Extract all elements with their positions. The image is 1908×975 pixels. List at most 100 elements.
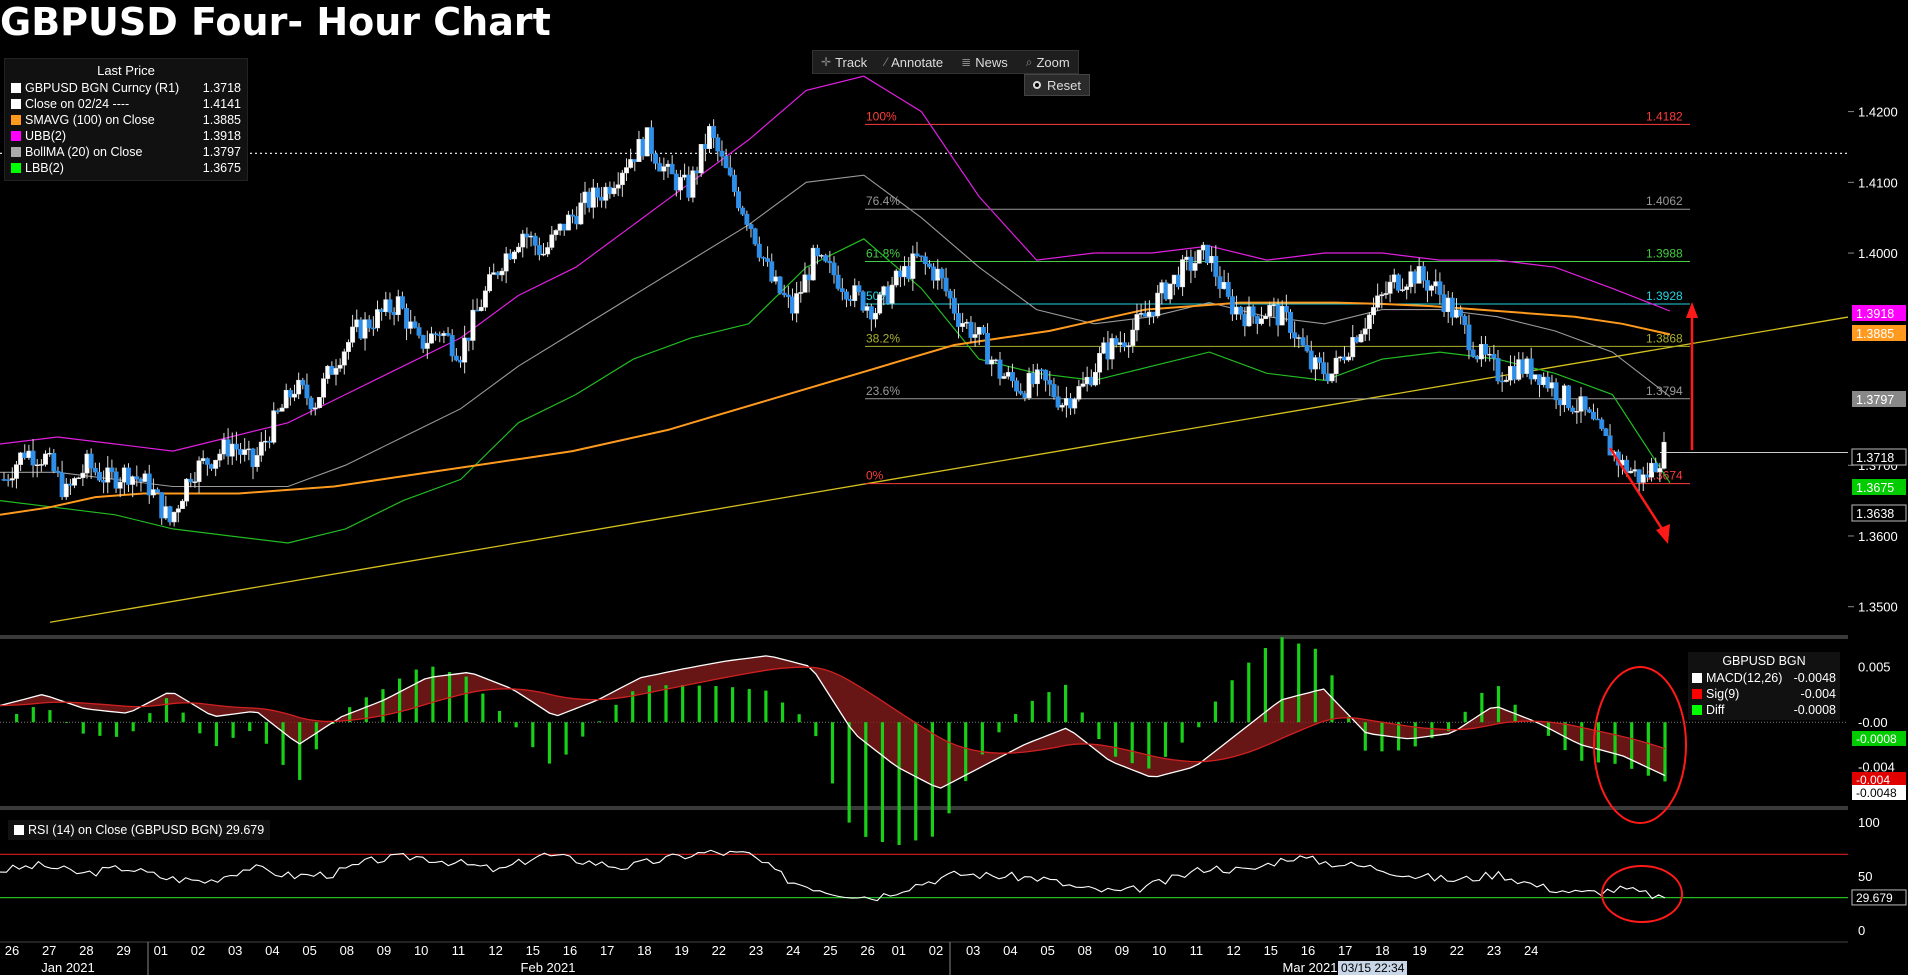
- candle-body: [893, 270, 899, 286]
- candle-body: [1300, 337, 1306, 346]
- macd-legend-name: Diff: [1706, 703, 1725, 717]
- fib-value: 1.3988: [1646, 247, 1683, 261]
- candle-body: [1408, 271, 1414, 288]
- candle-body: [462, 337, 468, 363]
- candle-body: [520, 233, 526, 248]
- bollma-line: [0, 174, 1671, 488]
- candle-body: [989, 359, 995, 365]
- candle-body: [1317, 357, 1322, 363]
- main-panel-bg: [0, 55, 1848, 635]
- candle-body: [43, 453, 48, 465]
- zoom-button[interactable]: ⌕ Zoom: [1018, 51, 1078, 73]
- macd-histogram-bar: [1613, 722, 1617, 764]
- price-tag-label: 1.3885: [1856, 327, 1894, 341]
- ubb-line: [0, 75, 1671, 452]
- macd-histogram-bar: [214, 722, 219, 747]
- candle-body: [914, 253, 920, 256]
- candle-body: [599, 196, 605, 201]
- x-tick-label: 25: [823, 943, 837, 958]
- x-tick-label: 05: [302, 943, 316, 958]
- x-tick-label: 08: [1078, 943, 1092, 958]
- candle-body: [491, 272, 497, 275]
- macd-histogram-bar: [1596, 722, 1600, 763]
- candle-body: [1225, 282, 1231, 297]
- candle-body: [395, 296, 401, 315]
- reset-button[interactable]: Reset: [1024, 74, 1090, 96]
- macd-histogram-bar: [198, 722, 202, 734]
- news-label: News: [975, 54, 1008, 70]
- macd-histogram-bar: [1213, 701, 1218, 723]
- candle-body: [1209, 256, 1215, 264]
- candle-body: [184, 478, 190, 502]
- candle-body: [864, 306, 870, 311]
- candle-body: [1454, 309, 1459, 318]
- candle-body: [1512, 366, 1518, 380]
- candle-body: [1263, 315, 1269, 320]
- candle-body: [868, 306, 874, 320]
- candle-body: [578, 202, 584, 225]
- macd-histogram-bar: [431, 666, 435, 723]
- candle-body: [536, 245, 542, 256]
- candle-body: [30, 450, 36, 466]
- candle-body: [34, 464, 40, 466]
- macd-histogram-bar: [164, 698, 169, 723]
- macd-histogram-bar: [814, 722, 818, 737]
- candle-body: [55, 470, 61, 473]
- candle-body: [1001, 376, 1007, 379]
- candle-body: [296, 379, 302, 395]
- candle-body: [814, 247, 820, 257]
- candle-body: [437, 334, 443, 336]
- macd-histogram-bar: [1630, 722, 1634, 769]
- candle-body: [391, 312, 397, 315]
- candle-body: [1520, 359, 1526, 374]
- candle-body: [736, 191, 741, 209]
- macd-histogram-bar: [231, 722, 235, 738]
- candle-body: [1113, 338, 1119, 345]
- macd-histogram-bar: [1163, 722, 1168, 757]
- annotate-button[interactable]: ⁄ Annotate: [877, 51, 951, 73]
- macd-histogram-bar: [1480, 692, 1484, 723]
- candle-body: [1101, 342, 1107, 354]
- y-tick-label: 1.4200: [1858, 105, 1898, 120]
- candle-body: [1404, 286, 1410, 290]
- x-tick-label: 08: [340, 943, 354, 958]
- macd-histogram-bar: [1646, 722, 1650, 776]
- candle-body: [595, 187, 600, 198]
- candle-body: [1379, 294, 1385, 297]
- candle-body: [806, 274, 812, 281]
- x-tick-label: 17: [600, 943, 614, 958]
- sma100-line: [0, 301, 1671, 516]
- macd-histogram-bar: [481, 693, 485, 723]
- trendline: [49, 316, 1849, 623]
- candle-body: [180, 500, 185, 509]
- candle-body: [1043, 369, 1049, 381]
- candle-body: [1159, 282, 1165, 294]
- macd-legend-name: Sig(9): [1706, 687, 1740, 701]
- candle-body: [1163, 282, 1169, 300]
- x-tick-label: 16: [563, 943, 577, 958]
- legend-swatch: [11, 99, 21, 109]
- candle-body: [773, 276, 779, 282]
- candle-body: [756, 243, 762, 258]
- macd-histogram-bar: [65, 722, 69, 723]
- x-tick-label: 19: [674, 943, 688, 958]
- x-tick-label: 22: [1450, 943, 1464, 958]
- candle-body: [1366, 314, 1372, 329]
- candle-body: [1059, 405, 1065, 408]
- macd-histogram-bar: [181, 712, 185, 723]
- candle-body: [1420, 266, 1426, 281]
- candle-body: [823, 255, 829, 262]
- candle-body: [1109, 338, 1115, 360]
- rsi-legend: RSI (14) on Close (GBPUSD BGN) 29.679: [8, 820, 271, 840]
- fib-value: 1.4062: [1646, 194, 1683, 208]
- x-tick-label: 02: [929, 943, 943, 958]
- macd-histogram-bar: [1663, 722, 1667, 782]
- legend-name: LBB(2): [25, 161, 64, 175]
- candle-body: [1661, 441, 1667, 469]
- reset-label: Reset: [1047, 77, 1081, 93]
- macd-histogram-bar: [697, 685, 701, 723]
- candle-body: [1151, 311, 1156, 317]
- track-button[interactable]: ✛ Track: [813, 51, 875, 73]
- x-tick-label: 12: [1226, 943, 1240, 958]
- news-button[interactable]: ≣ News: [953, 51, 1016, 73]
